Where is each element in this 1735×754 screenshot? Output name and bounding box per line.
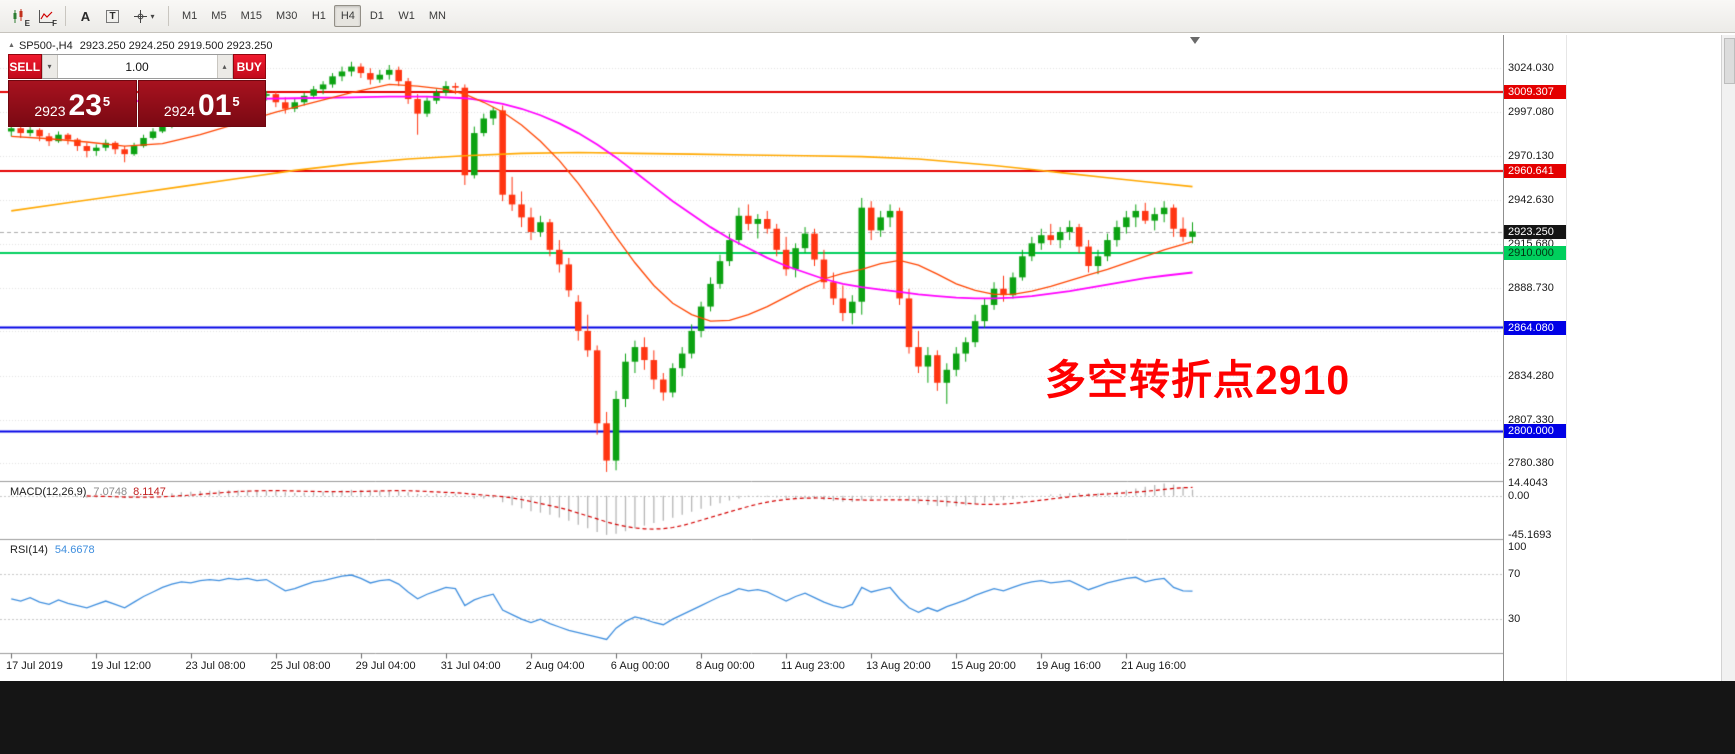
price-badge: 2864.080 [1504, 320, 1566, 335]
label-a-icon: A [80, 8, 91, 24]
bid-pips: 23 [68, 89, 102, 122]
price-chart-canvas[interactable] [0, 35, 1503, 681]
time-axis-label: 2 Aug 04:00 [525, 660, 585, 672]
sell-button[interactable]: SELL [8, 54, 42, 79]
rsi-name: RSI(14) [10, 544, 48, 556]
icon-badge-e: E [24, 19, 30, 28]
timeframe-D1[interactable]: D1 [363, 5, 390, 27]
volume-input[interactable] [57, 55, 217, 78]
quote-row: 2923 23 5 2924 01 5 [8, 80, 266, 127]
time-axis-label: 23 Jul 08:00 [185, 660, 246, 672]
panel-divider [1566, 35, 1567, 681]
ask-pips: 01 [198, 89, 232, 122]
rsi-indicator-label: RSI(14) 54.6678 [10, 544, 95, 556]
price-axis-label: 2942.630 [1508, 194, 1554, 207]
expand-icon[interactable]: ▲ [8, 42, 15, 49]
bid-main: 2923 [34, 103, 66, 119]
macd-axis-label: 14.4043 [1508, 477, 1548, 490]
ask-point: 5 [232, 94, 240, 109]
rsi-value: 54.6678 [54, 544, 95, 556]
volume-increase-button[interactable]: ▴ [216, 55, 233, 78]
macd-axis-label: 0.00 [1508, 489, 1530, 502]
macd-name: MACD(12,26,9) [10, 486, 87, 498]
label-tool-button[interactable]: A [72, 4, 99, 28]
indicators-icon-button[interactable]: F [32, 4, 59, 28]
timeframe-MN[interactable]: MN [423, 5, 452, 27]
timeframe-H1[interactable]: H1 [305, 5, 332, 27]
price-axis-label: 2970.130 [1508, 149, 1554, 162]
price-axis-label: 2780.380 [1508, 457, 1554, 470]
bid-price[interactable]: 2923 23 5 [8, 80, 137, 127]
time-axis-label: 29 Jul 04:00 [355, 660, 416, 672]
timeframe-M15[interactable]: M15 [235, 5, 268, 27]
candles-icon [13, 8, 22, 23]
vertical-scrollbar[interactable] [1721, 35, 1735, 681]
toolbar-separator [168, 6, 169, 26]
chevron-down-icon: ▾ [150, 11, 155, 21]
chart-title: ▲ SP500-,H4 2923.250 2924.250 2919.500 292… [8, 40, 272, 52]
chart-candles-icon-button[interactable]: E [5, 4, 32, 28]
chart-annotation-text: 多空转折点2910 [1045, 357, 1351, 403]
price-axis-label: 2834.280 [1508, 369, 1554, 382]
volume-decrease-button[interactable]: ▾ [41, 55, 58, 78]
time-axis-label: 8 Aug 00:00 [695, 660, 755, 672]
macd-main-value: 7.0748 [93, 486, 128, 498]
macd-axis-label: -45.1693 [1508, 528, 1552, 541]
ask-main: 2924 [163, 103, 196, 119]
price-badge: 3009.307 [1504, 85, 1566, 100]
bottom-bar [0, 681, 1735, 754]
macd-signal-value: 8.1147 [133, 486, 166, 498]
time-axis-label: 31 Jul 04:00 [440, 660, 501, 672]
price-badge: 2923.250 [1504, 224, 1566, 239]
symbol-period-label: SP500-,H4 [18, 40, 73, 52]
ohlc-values: 2923.250 2924.250 2919.500 2923.250 [79, 40, 273, 52]
crosshair-tool-button[interactable]: ▾ [126, 4, 162, 28]
toolbar-separator [65, 6, 66, 26]
time-axis-label: 21 Aug 16:00 [1121, 660, 1186, 672]
price-axis-label: 3024.030 [1508, 62, 1554, 75]
axis-border [1503, 35, 1504, 681]
icon-badge-f: F [52, 19, 57, 28]
ask-price[interactable]: 2924 01 5 [137, 80, 266, 127]
timeframe-H4[interactable]: H4 [334, 5, 362, 27]
volume-control: ▾ ▴ [41, 54, 233, 79]
price-axis-label: 2888.730 [1508, 281, 1554, 294]
time-axis-label: 11 Aug 23:00 [780, 660, 845, 672]
price-badge: 2960.641 [1504, 163, 1566, 178]
main-toolbar: E F A T ▾ M1 M5 M15 M30 H1 H4 D1 W1 MN [0, 0, 1735, 33]
price-axis-label: 2997.080 [1508, 105, 1554, 118]
time-axis-label: 15 Aug 20:00 [951, 660, 1016, 672]
time-axis-label: 13 Aug 20:00 [865, 660, 931, 672]
timeframe-W1[interactable]: W1 [392, 5, 421, 27]
text-tool-button[interactable]: T [99, 4, 126, 28]
time-axis-label: 25 Jul 08:00 [270, 660, 331, 672]
timeframe-M1[interactable]: M1 [176, 5, 203, 27]
timeframe-toolbar: M1 M5 M15 M30 H1 H4 D1 W1 MN [175, 5, 453, 27]
text-t-icon: T [106, 9, 119, 23]
timeframe-M30[interactable]: M30 [270, 5, 303, 27]
time-axis-label: 6 Aug 00:00 [610, 660, 670, 672]
rsi-axis-label: 70 [1508, 567, 1521, 580]
price-badge: 2910.000 [1504, 246, 1566, 261]
rsi-axis-label: 100 [1508, 541, 1527, 553]
time-axis-label: 19 Jul 12:00 [91, 660, 151, 672]
scrollbar-thumb[interactable] [1724, 38, 1735, 84]
buy-button[interactable]: BUY [232, 54, 266, 79]
macd-indicator-label: MACD(12,26,9) 7.0748 8.1147 [10, 486, 166, 498]
trade-controls-row: SELL ▾ ▴ BUY [8, 54, 266, 79]
time-axis-label: 17 Jul 2019 [6, 660, 63, 672]
crosshair-icon [134, 9, 148, 23]
rsi-axis-label: 30 [1508, 613, 1521, 626]
price-axis-label: 2807.330 [1508, 413, 1554, 426]
timeframe-M5[interactable]: M5 [205, 5, 232, 27]
price-badge: 2800.000 [1504, 424, 1566, 439]
bid-point: 5 [102, 94, 111, 109]
time-axis-label: 19 Aug 16:00 [1036, 660, 1101, 672]
chart-shift-marker[interactable] [1190, 37, 1200, 44]
indicators-icon [38, 9, 53, 23]
